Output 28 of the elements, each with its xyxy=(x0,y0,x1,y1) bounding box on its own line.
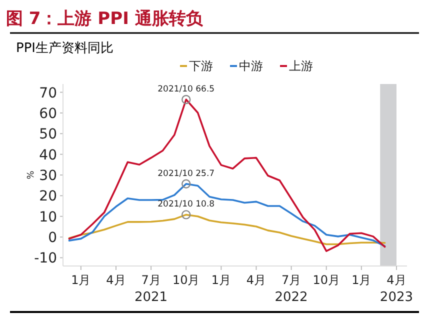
x-tick-label: 1月 xyxy=(71,273,91,287)
y-tick-label: 60 xyxy=(39,106,57,122)
y-tick-label: 10 xyxy=(39,209,57,226)
x-tick-label: 10月 xyxy=(312,273,340,287)
annotation: 2021/10 66.5 xyxy=(158,84,215,95)
annotation: 2021/10 10.8 xyxy=(158,200,215,210)
x-tick-label: 1月 xyxy=(352,273,372,287)
y-tick-label: 50 xyxy=(39,126,57,143)
annotation: 2021/10 25.7 xyxy=(158,168,215,179)
legend-label: 中游 xyxy=(239,59,263,73)
x-tick-label: 4月 2023 xyxy=(380,273,414,305)
x-tick-label: 7月 2022 xyxy=(274,273,308,305)
x-tick-label: 1月 xyxy=(211,273,231,287)
y-tick-label: 40 xyxy=(39,147,57,164)
y-tick-label: 30 xyxy=(39,168,57,184)
y-tick-label: -10 xyxy=(34,250,57,267)
title: 图 7：上游 PPI 通胀转负 xyxy=(6,9,203,29)
x-tick-label: 7月 2021 xyxy=(134,273,168,305)
legend-label: 下游 xyxy=(189,59,213,73)
chart-subtitle: PPI生产资料同比 xyxy=(16,41,114,56)
x-tick-label: 4月 xyxy=(106,273,126,287)
y-tick-label: 20 xyxy=(39,188,57,205)
legend-label: 上游 xyxy=(289,59,313,73)
x-tick-label: 10月 xyxy=(172,273,200,287)
y-tick-label: 0 xyxy=(48,230,57,246)
y-tick-label: 70 xyxy=(39,85,57,102)
x-tick-label: 4月 xyxy=(246,273,266,287)
y-axis-title: % xyxy=(24,170,34,180)
